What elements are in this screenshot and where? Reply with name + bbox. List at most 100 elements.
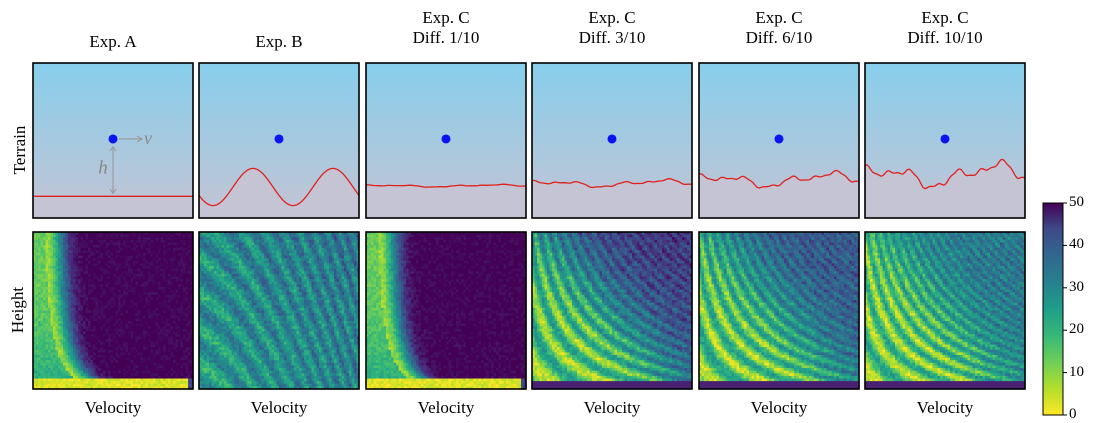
heatmap-cell	[113, 286, 117, 291]
heatmap-cell	[160, 294, 164, 299]
heatmap-cell	[125, 247, 129, 251]
heatmap-cell	[163, 313, 167, 317]
heatmap-cell	[178, 247, 182, 251]
heatmap-cell	[40, 294, 44, 299]
heatmap-cell	[105, 318, 109, 322]
heatmap-cell	[153, 318, 157, 322]
heatmap-cell	[55, 252, 59, 257]
heatmap-cell	[95, 284, 99, 288]
heatmap-cell	[110, 331, 114, 335]
heatmap-cell	[170, 292, 174, 296]
heatmap-cell	[165, 258, 169, 262]
heatmap-cell	[148, 323, 152, 327]
heatmap-cell	[40, 320, 44, 325]
heatmap-cell	[58, 276, 62, 280]
heatmap-cell	[108, 326, 112, 330]
heatmap-cell	[183, 320, 187, 325]
heatmap-cell	[183, 268, 187, 272]
heatmap-cell	[140, 250, 144, 254]
heatmap-cell	[178, 305, 182, 309]
heatmap-cell	[45, 255, 49, 259]
heatmap-cell	[55, 326, 59, 330]
heatmap-cell	[53, 320, 57, 325]
heatmap-cell	[73, 258, 77, 262]
heatmap-cell	[138, 266, 142, 270]
heatmap-cell	[163, 245, 167, 249]
heatmap-cell	[118, 281, 122, 285]
heatmap-cell	[93, 318, 97, 322]
heatmap-cell	[188, 334, 192, 338]
heatmap-cell	[183, 315, 187, 319]
heatmap-cell	[168, 284, 172, 288]
heatmap-cell	[38, 305, 42, 309]
heatmap-cell	[63, 247, 67, 251]
heatmap-cell	[95, 323, 99, 327]
heatmap-cell	[83, 258, 87, 262]
heatmap-cell	[178, 292, 182, 296]
heatmap-cell	[43, 239, 47, 244]
heatmap-cell	[170, 266, 174, 270]
heatmap-cell	[160, 268, 164, 272]
heatmap-cell	[135, 263, 139, 267]
heatmap-cell	[55, 305, 59, 309]
heatmap-cell	[183, 300, 187, 304]
heatmap-cell	[190, 263, 194, 267]
heatmap-cell	[65, 318, 69, 322]
heatmap-cell	[150, 266, 154, 270]
heatmap-cell	[88, 252, 92, 257]
heatmap-cell	[58, 279, 62, 283]
heatmap-cell	[130, 297, 134, 301]
heatmap-cell	[65, 297, 69, 301]
heatmap-cell	[63, 315, 67, 319]
heatmap-cell	[38, 237, 42, 241]
heatmap-cell	[63, 268, 67, 272]
heatmap-cell	[78, 334, 82, 338]
heatmap-cell	[33, 232, 37, 236]
heatmap-cell	[135, 310, 139, 314]
heatmap-cell	[60, 279, 64, 283]
heatmap-cell	[65, 307, 69, 312]
heatmap-cell	[78, 232, 82, 236]
heatmap-cell	[190, 268, 194, 272]
heatmap-cell	[58, 284, 62, 288]
heatmap-cell	[145, 294, 149, 299]
heatmap-cell	[90, 234, 94, 238]
heatmap-cell	[45, 307, 49, 312]
heatmap-cell	[180, 279, 184, 283]
heatmap-cell	[100, 320, 104, 325]
heatmap-cell	[145, 292, 149, 296]
heatmap-cell	[48, 336, 52, 340]
heatmap-cell	[68, 281, 72, 285]
heatmap-cell	[63, 250, 67, 254]
terrain-frame	[32, 62, 194, 219]
heatmap-cell	[168, 294, 172, 299]
heatmap-cell	[68, 318, 72, 322]
heatmap-cell	[148, 326, 152, 330]
heatmap-cell	[120, 252, 124, 257]
heatmap-cell	[103, 305, 107, 309]
heatmap-cell	[130, 271, 134, 275]
heatmap-cell	[68, 250, 72, 254]
heatmap-cell	[158, 302, 162, 306]
heatmap-cell	[43, 292, 47, 296]
heatmap-cell	[163, 297, 167, 301]
heatmap-cell	[178, 286, 182, 291]
heatmap-cell	[160, 302, 164, 306]
heatmap-cell	[95, 279, 99, 283]
heatmap-cell	[148, 271, 152, 275]
heatmap-cell	[80, 294, 84, 299]
heatmap-cell	[33, 336, 37, 340]
velocity-arrowhead	[136, 135, 144, 143]
heatmap-cell	[130, 315, 134, 319]
heatmap-cell	[45, 284, 49, 288]
heatmap-cell	[103, 237, 107, 241]
heatmap-cell	[168, 286, 172, 291]
heatmap-cell	[153, 310, 157, 314]
heatmap-cell	[140, 315, 144, 319]
heatmap-cell	[108, 245, 112, 249]
heatmap-cell	[45, 237, 49, 241]
heatmap-cell	[143, 305, 147, 309]
heatmap-cell	[60, 255, 64, 259]
heatmap-cell	[90, 292, 94, 296]
heatmap-cell	[100, 284, 104, 288]
